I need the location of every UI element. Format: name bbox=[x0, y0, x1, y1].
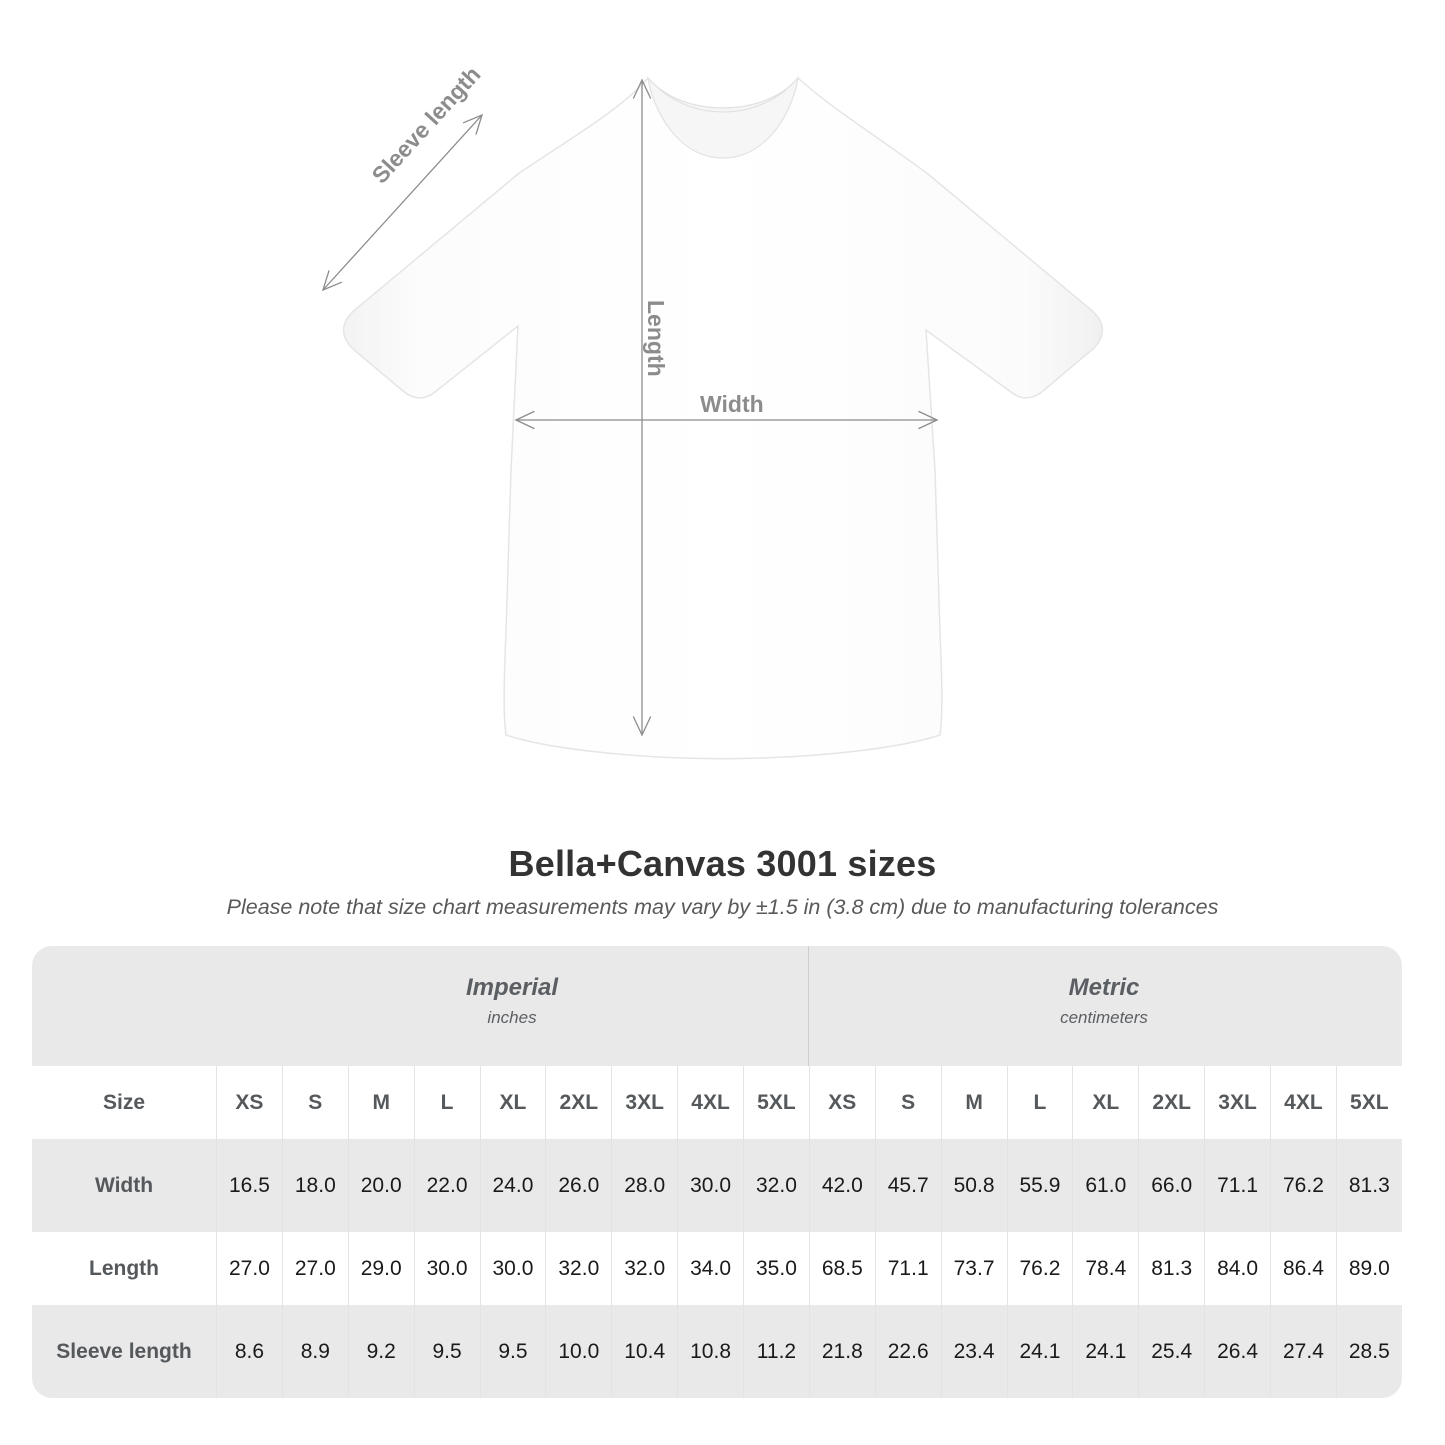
svg-text:Length: Length bbox=[643, 300, 669, 377]
svg-text:Width: Width bbox=[700, 391, 764, 417]
svg-text:Sleeve length: Sleeve length bbox=[366, 61, 485, 188]
